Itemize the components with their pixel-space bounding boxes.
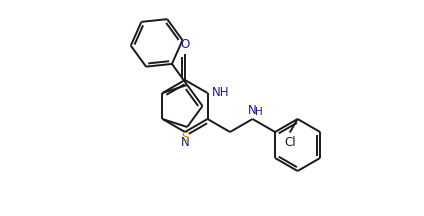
- Text: S: S: [181, 131, 189, 144]
- Text: N: N: [181, 136, 190, 149]
- Text: Cl: Cl: [284, 135, 296, 149]
- Text: N: N: [248, 104, 257, 117]
- Text: H: H: [254, 107, 262, 117]
- Text: O: O: [180, 38, 190, 51]
- Text: NH: NH: [212, 86, 229, 98]
